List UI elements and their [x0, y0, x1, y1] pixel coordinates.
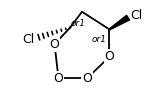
Text: or1: or1	[92, 35, 107, 44]
Text: or1: or1	[70, 19, 85, 28]
Text: O: O	[53, 72, 63, 85]
Polygon shape	[109, 15, 130, 30]
Text: O: O	[82, 72, 92, 85]
Text: Cl: Cl	[23, 33, 35, 46]
Text: Cl: Cl	[130, 9, 142, 22]
Text: O: O	[50, 38, 60, 51]
Text: O: O	[104, 50, 114, 63]
